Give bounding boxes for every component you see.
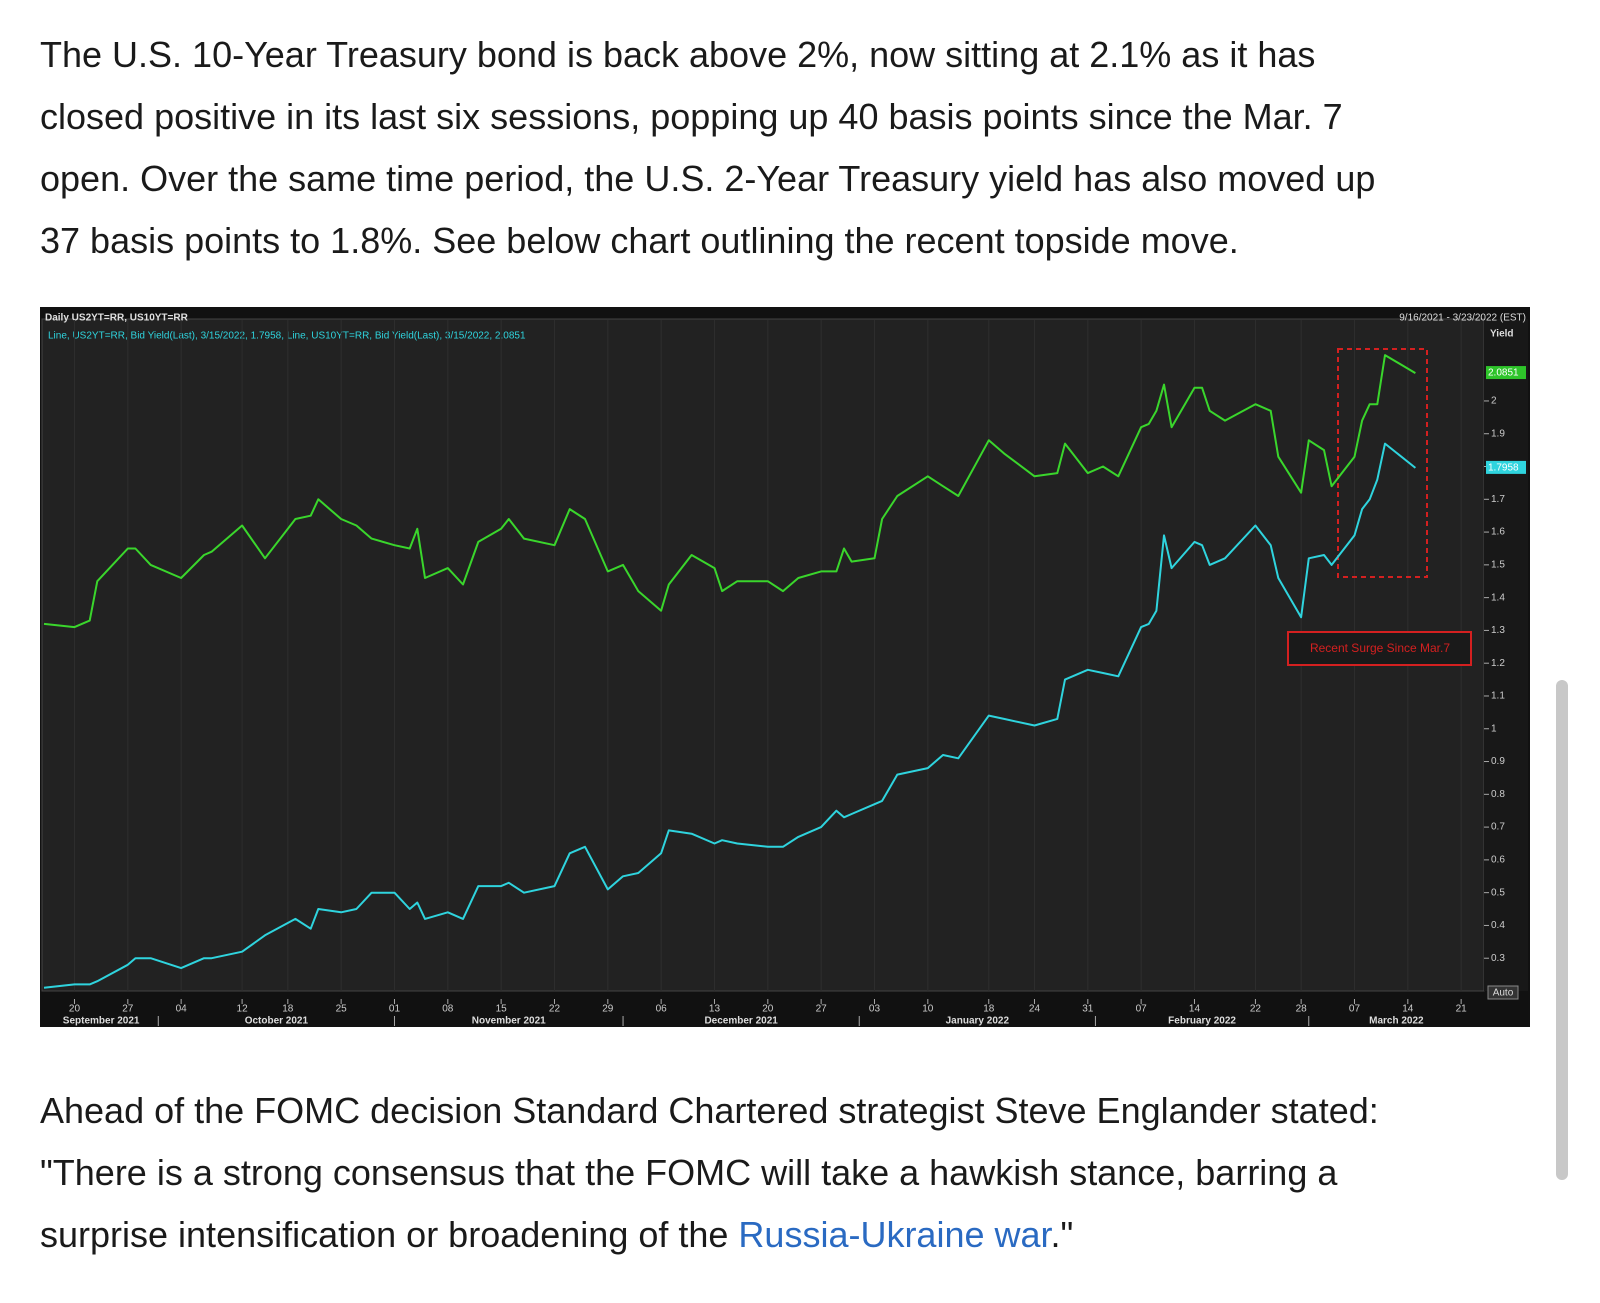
y-tick-label: 0.6 bbox=[1491, 855, 1505, 866]
x-tick-label: 07 bbox=[1136, 1004, 1148, 1015]
x-tick-label: 03 bbox=[869, 1004, 881, 1015]
x-tick-label: 04 bbox=[176, 1004, 188, 1015]
value-label-box bbox=[1486, 366, 1526, 380]
x-tick-label: 22 bbox=[549, 1004, 561, 1015]
x-tick-label: 14 bbox=[1402, 1004, 1414, 1015]
annotation-box bbox=[1337, 348, 1428, 578]
text-line: The U.S. 10-Year Treasury bond is back a… bbox=[40, 34, 1316, 75]
value-label: 1.7958 bbox=[1488, 463, 1519, 474]
x-tick-label: 20 bbox=[762, 1004, 774, 1015]
y-tick-label: 0.5 bbox=[1491, 887, 1505, 898]
month-label: March 2022 bbox=[1369, 1016, 1424, 1027]
x-tick-label: 12 bbox=[237, 1004, 249, 1015]
y-tick-label: 0.9 bbox=[1491, 756, 1505, 767]
series-line bbox=[43, 442, 1417, 989]
x-tick-label: 15 bbox=[496, 1004, 508, 1015]
x-tick-label: 27 bbox=[122, 1004, 134, 1015]
month-label: December 2021 bbox=[704, 1016, 778, 1027]
y-tick-label: 1.5 bbox=[1491, 559, 1505, 570]
text: surprise intensification or broadening o… bbox=[40, 1214, 739, 1255]
x-tick-label: 18 bbox=[983, 1004, 995, 1015]
text: ." bbox=[1050, 1214, 1074, 1255]
text-line: Ahead of the FOMC decision Standard Char… bbox=[40, 1090, 1379, 1131]
y-tick-label: 0.4 bbox=[1491, 920, 1505, 931]
x-tick-label: 21 bbox=[1456, 1004, 1468, 1015]
y-tick-label: 1.3 bbox=[1491, 625, 1505, 636]
paragraph: Ahead of the FOMC decision Standard Char… bbox=[40, 1080, 1379, 1266]
month-label: January 2022 bbox=[946, 1016, 1010, 1027]
x-tick-label: 29 bbox=[602, 1004, 614, 1015]
y-tick-label: 1.2 bbox=[1491, 658, 1505, 669]
y-tick-label: 1.4 bbox=[1491, 592, 1505, 603]
chart-title: Daily US2YT=RR, US10YT=RR bbox=[45, 313, 189, 324]
annotation-frame bbox=[1287, 631, 1472, 666]
month-label: October 2021 bbox=[245, 1016, 309, 1027]
x-tick-label: 10 bbox=[922, 1004, 934, 1015]
month-label: September 2021 bbox=[63, 1016, 140, 1027]
scrollbar[interactable] bbox=[1556, 680, 1568, 1180]
x-tick-label: 31 bbox=[1082, 1004, 1094, 1015]
month-label: November 2021 bbox=[472, 1016, 546, 1027]
x-tick-label: 14 bbox=[1189, 1004, 1201, 1015]
x-tick-label: 01 bbox=[389, 1004, 401, 1015]
text-line: closed positive in its last six sessions… bbox=[40, 96, 1343, 137]
text-line: 37 basis points to 1.8%. See below chart… bbox=[40, 220, 1239, 261]
y-tick-label: 0.7 bbox=[1491, 822, 1505, 833]
value-label: 2.0851 bbox=[1488, 368, 1519, 379]
date-range: 9/16/2021 - 3/23/2022 (EST) bbox=[1399, 313, 1526, 324]
x-tick-label: 07 bbox=[1349, 1004, 1361, 1015]
link[interactable]: Russia-Ukraine war bbox=[738, 1214, 1051, 1255]
scale-button bbox=[1487, 985, 1519, 1000]
y-tick-label: 1 bbox=[1491, 723, 1497, 734]
y-axis-label: Yield bbox=[1490, 329, 1514, 340]
month-label: February 2022 bbox=[1168, 1016, 1236, 1027]
y-axis-panel bbox=[1484, 319, 1528, 991]
x-tick-label: 08 bbox=[442, 1004, 454, 1015]
text-line: surprise intensification or broadening o… bbox=[40, 1204, 1379, 1266]
plot-area bbox=[41, 318, 1485, 992]
paragraph: The U.S. 10-Year Treasury bond is back a… bbox=[40, 24, 1375, 272]
x-tick-label: 24 bbox=[1029, 1004, 1041, 1015]
value-label-box bbox=[1486, 460, 1526, 474]
chart: Daily US2YT=RR, US10YT=RR Line, US2YT=RR,… bbox=[40, 307, 1530, 1027]
y-tick-label: 1.6 bbox=[1491, 527, 1505, 538]
chart-subtitle: Line, US2YT=RR, Bid Yield(Last), 3/15/20… bbox=[48, 331, 526, 342]
x-tick-label: 18 bbox=[282, 1004, 294, 1015]
x-tick-label: 06 bbox=[656, 1004, 668, 1015]
x-tick-label: 25 bbox=[336, 1004, 348, 1015]
y-tick-label: 0.3 bbox=[1491, 953, 1505, 964]
x-tick-label: 13 bbox=[709, 1004, 721, 1015]
x-tick-label: 28 bbox=[1296, 1004, 1308, 1015]
y-tick-label: 1.1 bbox=[1491, 691, 1505, 702]
scale-label: Auto bbox=[1493, 988, 1514, 999]
text-line: open. Over the same time period, the U.S… bbox=[40, 158, 1376, 199]
x-axis-panel bbox=[42, 998, 1484, 1026]
y-tick-label: 1.7 bbox=[1491, 494, 1505, 505]
y-tick-label: 2 bbox=[1491, 396, 1497, 407]
x-tick-label: 27 bbox=[816, 1004, 828, 1015]
x-tick-label: 22 bbox=[1250, 1004, 1262, 1015]
y-tick-label: 1.9 bbox=[1491, 428, 1505, 439]
y-tick-label: 0.8 bbox=[1491, 789, 1505, 800]
annotation: Recent Surge Since Mar.7 bbox=[1310, 641, 1450, 655]
series-line bbox=[43, 354, 1416, 629]
x-tick-label: 20 bbox=[69, 1004, 81, 1015]
text-line: "There is a strong consensus that the FO… bbox=[40, 1152, 1338, 1193]
